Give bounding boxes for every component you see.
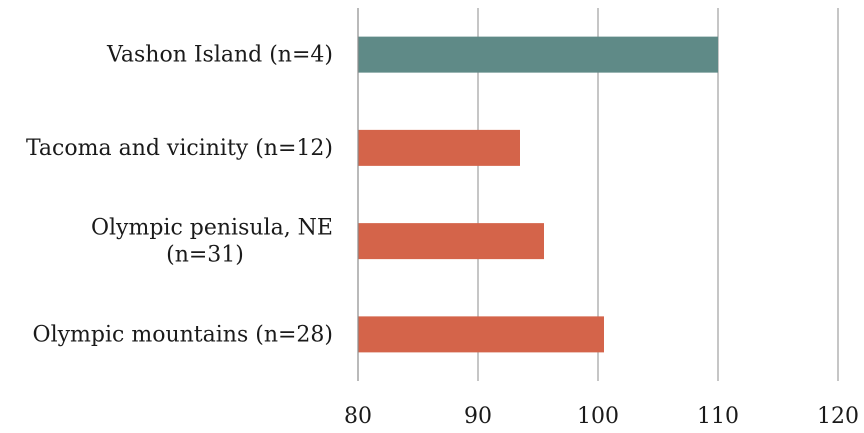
bar-1 (358, 129, 520, 166)
category-label-2-line-1: (n=31) (166, 243, 244, 268)
category-label-3: Olympic mountains (n=28) (33, 322, 333, 347)
category-label-0: Vashon Island (n=4) (106, 43, 333, 68)
category-label-2-line-0: Olympic penisula, NE (91, 216, 333, 241)
bar-0 (358, 36, 718, 73)
x-tick-label-100: 100 (577, 404, 619, 429)
x-tick-label-120: 120 (817, 404, 859, 429)
x-tick-label-80: 80 (344, 404, 372, 429)
category-label-1: Tacoma and vicinity (n=12) (26, 136, 333, 161)
bar-2 (358, 223, 544, 260)
x-tick-label-90: 90 (464, 404, 492, 429)
bar-3 (358, 316, 604, 353)
x-tick-label-110: 110 (697, 404, 739, 429)
